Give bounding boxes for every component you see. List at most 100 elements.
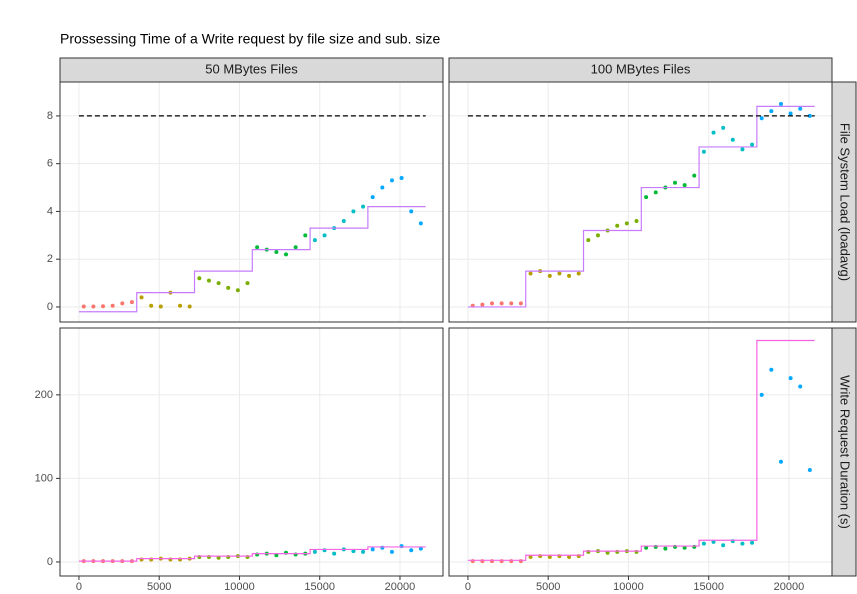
point (110, 303, 115, 308)
point (129, 300, 134, 305)
point (778, 101, 783, 106)
y-tick-label: 200 (35, 389, 53, 401)
x-tick-label: 10000 (224, 581, 255, 593)
point (730, 137, 735, 142)
point (91, 304, 96, 309)
point (595, 233, 600, 238)
strip (448, 57, 833, 83)
point (769, 109, 774, 114)
panel (60, 82, 443, 322)
strip-label: 100 MBytes Files (591, 61, 691, 76)
step-line (467, 105, 815, 308)
point (518, 301, 523, 306)
point (158, 304, 163, 309)
point (293, 245, 298, 250)
x-tick-label: 10000 (613, 581, 644, 593)
point (187, 304, 192, 309)
point (322, 233, 327, 238)
point (740, 147, 745, 152)
point (418, 546, 423, 551)
x-tick-label: 15000 (693, 581, 724, 593)
point (351, 209, 356, 214)
point (788, 376, 793, 381)
strip (831, 81, 857, 323)
point (721, 125, 726, 130)
panel (449, 82, 832, 322)
y-tick-label: 4 (47, 205, 53, 217)
point (149, 303, 154, 308)
point (701, 541, 706, 546)
point (576, 271, 581, 276)
panel (449, 328, 832, 576)
point (653, 190, 658, 195)
point (206, 278, 211, 283)
y-tick-label: 100 (35, 472, 53, 484)
point (389, 178, 394, 183)
point (605, 550, 610, 555)
x-tick-label: 0 (76, 581, 82, 593)
point (235, 288, 240, 293)
point (711, 130, 716, 135)
y-tick-label: 6 (47, 158, 53, 170)
point (409, 209, 414, 214)
step-line (467, 339, 815, 561)
point (682, 545, 687, 550)
point (380, 185, 385, 190)
point (644, 545, 649, 550)
strip-label: 50 MBytes Files (205, 61, 298, 76)
chart-title: Prossessing Time of a Write request by f… (60, 31, 440, 47)
point (759, 116, 764, 121)
point (245, 281, 250, 286)
point (634, 218, 639, 223)
point (226, 285, 231, 290)
point (528, 554, 533, 559)
point (370, 547, 375, 552)
point (798, 106, 803, 111)
point (750, 142, 755, 147)
point (750, 540, 755, 545)
point (370, 195, 375, 200)
point (721, 543, 726, 548)
point (788, 111, 793, 116)
x-tick-label: 20000 (385, 581, 416, 593)
x-tick-label: 20000 (774, 581, 805, 593)
point (332, 551, 337, 556)
point (567, 273, 572, 278)
point (807, 468, 812, 473)
y-tick-label: 0 (47, 556, 53, 568)
point (711, 539, 716, 544)
x-tick-label: 5000 (147, 581, 171, 593)
point (740, 541, 745, 546)
point (586, 238, 591, 243)
point (759, 392, 764, 397)
point (567, 554, 572, 559)
step-line (78, 546, 426, 562)
point (528, 271, 533, 276)
point (769, 367, 774, 372)
point (216, 555, 221, 560)
point (624, 221, 629, 226)
point (274, 553, 279, 558)
step-line (78, 206, 426, 313)
point (615, 223, 620, 228)
panel-border (448, 81, 833, 323)
x-tick-label: 0 (465, 581, 471, 593)
point (692, 173, 697, 178)
y-tick-label: 0 (47, 301, 53, 313)
point (480, 302, 485, 307)
point (499, 301, 504, 306)
point (778, 459, 783, 464)
y-tick-label: 2 (47, 253, 53, 265)
point (101, 304, 106, 309)
panel-border (59, 81, 444, 323)
strip (59, 57, 444, 83)
point (389, 549, 394, 554)
point (682, 183, 687, 188)
panel-border (59, 327, 444, 577)
point (303, 233, 308, 238)
point (312, 238, 317, 243)
point (351, 549, 356, 554)
x-tick-label: 5000 (536, 581, 560, 593)
point (798, 384, 803, 389)
